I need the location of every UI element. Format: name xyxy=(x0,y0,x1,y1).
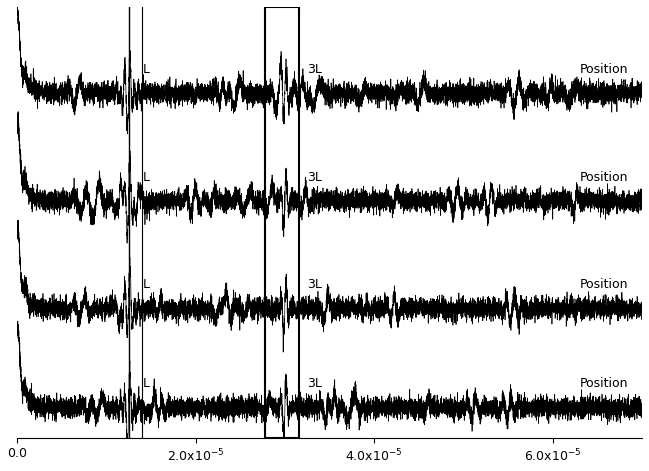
Text: Position: Position xyxy=(580,63,629,76)
Text: 3L: 3L xyxy=(307,377,322,390)
Text: Position: Position xyxy=(580,171,629,184)
Text: 3L: 3L xyxy=(307,278,322,291)
Text: Position: Position xyxy=(580,278,629,291)
Text: L: L xyxy=(143,377,150,390)
Text: 3L: 3L xyxy=(307,63,322,76)
Text: L: L xyxy=(143,278,150,291)
Text: 3L: 3L xyxy=(307,171,322,184)
Bar xyxy=(265,7,299,438)
Text: L: L xyxy=(143,171,150,184)
Text: Position: Position xyxy=(580,377,629,390)
Text: L: L xyxy=(143,63,150,76)
